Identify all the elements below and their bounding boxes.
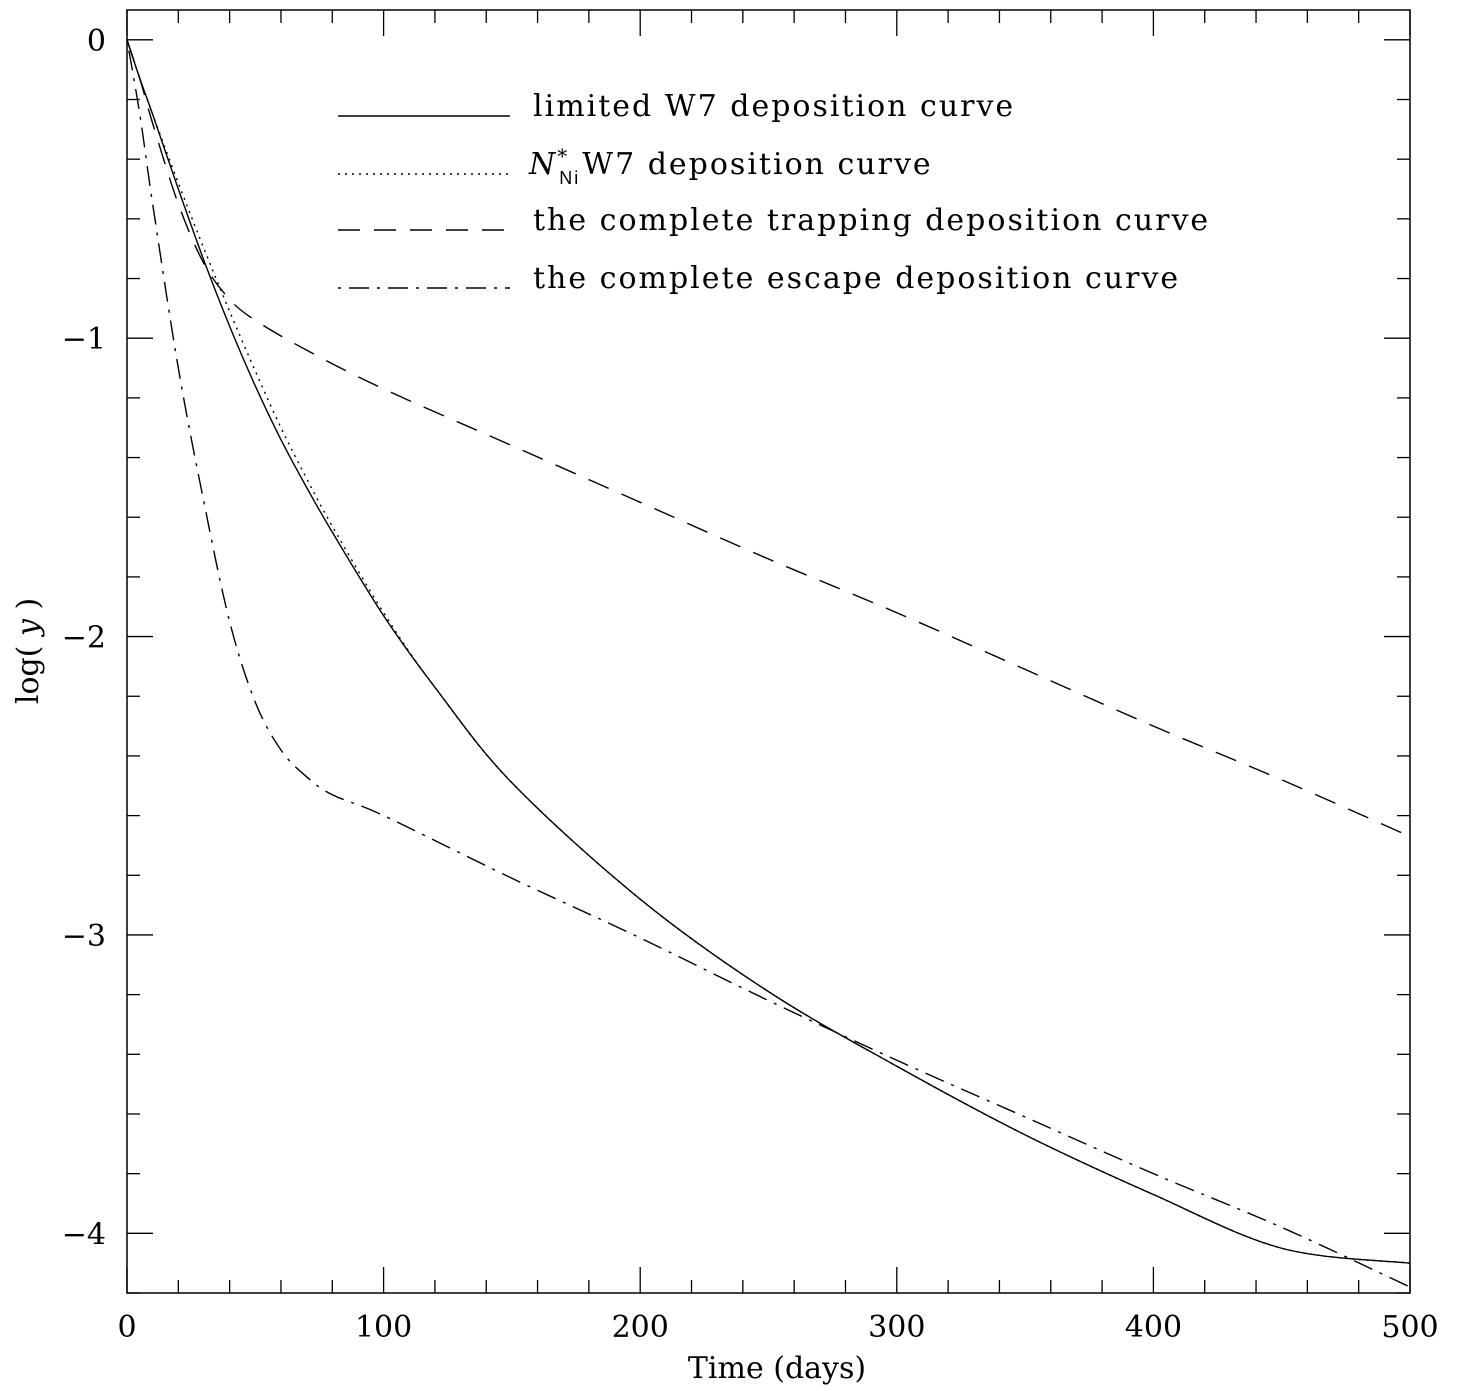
x-tick-label: 200 bbox=[612, 1310, 669, 1345]
y-axis-title-pre: log( bbox=[11, 636, 46, 704]
x-axis-title: Time (days) bbox=[688, 1351, 866, 1386]
y-tick-label: −1 bbox=[62, 322, 106, 357]
x-tick-label: 0 bbox=[117, 1310, 136, 1345]
y-tick-label: −4 bbox=[62, 1217, 106, 1252]
legend-label-w7-text: W7 deposition curve bbox=[582, 147, 932, 182]
legend-label-w7-n: N bbox=[528, 147, 557, 182]
x-tick-label: 400 bbox=[1125, 1310, 1182, 1345]
legend-label-w7: N* NiW7 deposition curve bbox=[528, 144, 933, 188]
y-axis-title-var: y bbox=[11, 618, 46, 638]
axis-ticks bbox=[126, 10, 1411, 1294]
series-line-dashdot bbox=[126, 39, 1411, 1288]
y-tick-labels: 0 −1 −2 −3 −4 bbox=[62, 24, 106, 1252]
y-tick-label: 0 bbox=[87, 24, 106, 59]
series-line-solid bbox=[126, 39, 1411, 1264]
series-lines bbox=[126, 39, 1411, 1288]
x-tick-label: 100 bbox=[355, 1310, 412, 1345]
legend-label-w7-sub: Ni bbox=[559, 168, 580, 188]
x-tick-labels: 0 100 200 300 400 500 bbox=[117, 1310, 1438, 1345]
legend: limited W7 deposition curve N* NiW7 depos… bbox=[338, 89, 1210, 296]
y-axis-title: log( y ) bbox=[11, 598, 46, 704]
x-tick-label: 300 bbox=[868, 1310, 925, 1345]
legend-label-w7-sup: * bbox=[557, 144, 569, 168]
x-tick-label: 500 bbox=[1381, 1310, 1438, 1345]
y-tick-label: −2 bbox=[62, 621, 106, 656]
legend-label-trapping: the complete trapping deposition curve bbox=[533, 203, 1210, 238]
y-tick-label: −3 bbox=[62, 919, 106, 954]
plot-frame bbox=[126, 9, 1411, 1294]
legend-label-escape: the complete escape deposition curve bbox=[533, 261, 1180, 296]
y-axis-title-post: ) bbox=[11, 598, 46, 619]
legend-label-limited-w7: limited W7 deposition curve bbox=[533, 89, 1015, 124]
